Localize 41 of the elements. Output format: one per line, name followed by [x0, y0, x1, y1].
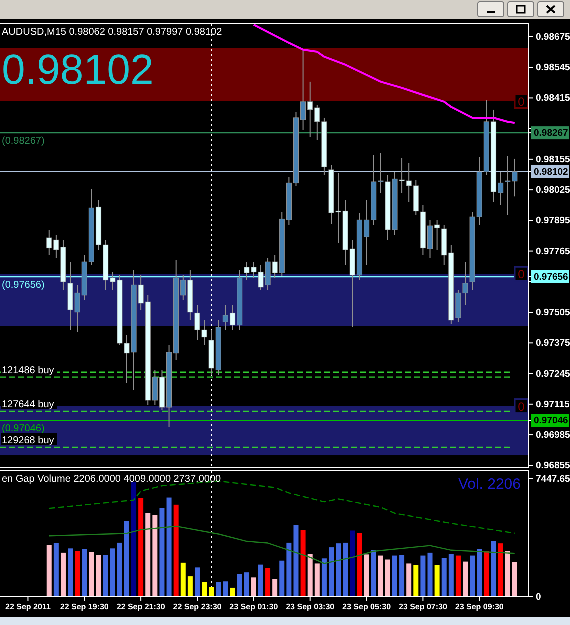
x-tick-label: 23 Sep 01:30	[230, 602, 279, 612]
x-tick-label: 22 Sep 23:30	[173, 602, 222, 612]
band-label: 0	[518, 268, 526, 282]
x-tick-label: 23 Sep 07:30	[398, 602, 448, 612]
y-tick-label: 0.97115	[536, 399, 570, 410]
x-tick-label: 22 Sep 2011	[6, 602, 52, 612]
y-tick-label: 7447.65	[536, 474, 570, 485]
y-tick-label: 0.98675	[536, 32, 570, 43]
x-tick-label: 22 Sep 19:30	[60, 602, 110, 612]
y-tick-label: 0.98267	[534, 128, 568, 140]
ref-line-label: 129268 buy	[2, 436, 54, 447]
y-tick-label: 0.98155	[536, 154, 570, 166]
y-tick-label: 0.98415	[536, 93, 570, 104]
ref-line-label: 127644 buy	[2, 399, 54, 410]
chart-title: en Gap Volume 2206.0000 4009.0000 2737.0000	[2, 474, 222, 485]
chart-title: AUDUSD,M15 0.98062 0.98157 0.97997 0.98102	[2, 27, 223, 38]
y-tick-label: 0.97895	[536, 216, 570, 227]
y-tick-label: 0.97375	[536, 338, 570, 350]
x-tick-label: 23 Sep 05:30	[342, 602, 392, 612]
x-tick-label: 23 Sep 09:30	[455, 602, 504, 612]
y-tick-label: 0.97765	[536, 246, 570, 258]
y-tick-label: 0.98025	[536, 185, 570, 196]
y-tick-label: 0.97656	[534, 272, 568, 284]
y-tick-label: 0.98545	[536, 62, 570, 74]
y-tick-label: 0.96985	[536, 430, 570, 442]
ref-line-label: (0.98267)	[2, 136, 45, 148]
y-tick-label: 0.97046	[534, 416, 568, 427]
annotation: 0.98102	[2, 46, 154, 93]
band-label: 0	[518, 400, 526, 414]
band-label: 0	[518, 94, 526, 109]
y-tick-label: 0.98102	[534, 166, 568, 178]
y-tick-label: 0.97245	[536, 368, 570, 380]
ref-line-label: (0.97046)	[2, 424, 45, 435]
annotation: Vol. 2206	[458, 476, 521, 493]
y-tick-label: 0.96855	[536, 460, 570, 472]
ref-line-label: 121486 buy	[2, 365, 54, 376]
y-tick-label: 0.97505	[536, 308, 570, 319]
x-tick-label: 23 Sep 03:30	[286, 602, 336, 612]
ref-line-label: (0.97656)	[2, 280, 45, 291]
x-tick-label: 22 Sep 21:30	[116, 602, 166, 612]
y-tick-label: 0	[536, 592, 542, 604]
